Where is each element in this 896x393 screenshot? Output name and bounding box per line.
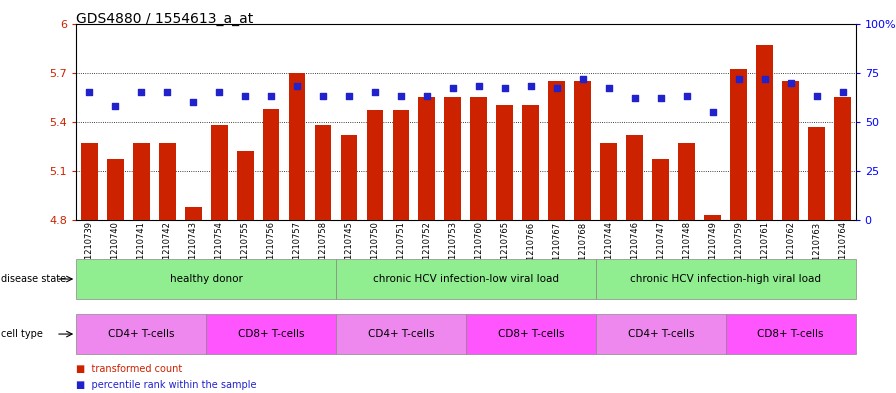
Point — [628, 95, 642, 101]
Bar — [600, 143, 617, 220]
Bar — [263, 109, 280, 220]
Point — [784, 79, 798, 86]
Bar — [159, 143, 176, 220]
Bar — [704, 215, 721, 220]
Point — [472, 83, 487, 90]
Point — [342, 93, 357, 99]
Point — [654, 95, 668, 101]
Bar — [133, 143, 150, 220]
Point — [550, 85, 564, 92]
Bar — [756, 45, 773, 220]
Point — [758, 75, 772, 82]
Text: healthy donor: healthy donor — [169, 274, 243, 284]
Bar — [678, 143, 695, 220]
Bar — [340, 135, 358, 220]
Bar — [808, 127, 825, 220]
Text: ■  percentile rank within the sample: ■ percentile rank within the sample — [76, 380, 256, 390]
Bar — [107, 160, 124, 220]
Point — [602, 85, 616, 92]
Point — [446, 85, 461, 92]
Point — [836, 89, 850, 95]
Point — [420, 93, 435, 99]
Point — [732, 75, 746, 82]
Bar — [81, 143, 98, 220]
Point — [264, 93, 279, 99]
Bar — [185, 207, 202, 220]
Text: ■  transformed count: ■ transformed count — [76, 364, 183, 375]
Point — [394, 93, 409, 99]
Bar — [211, 125, 228, 220]
Point — [706, 109, 720, 115]
Text: CD4+ T-cells: CD4+ T-cells — [367, 329, 435, 339]
Point — [134, 89, 149, 95]
Bar — [730, 70, 747, 220]
Text: CD8+ T-cells: CD8+ T-cells — [497, 329, 564, 339]
Text: cell type: cell type — [1, 329, 43, 339]
Point — [316, 93, 331, 99]
Point — [368, 89, 383, 95]
Bar — [314, 125, 332, 220]
Bar — [782, 81, 799, 220]
Text: CD8+ T-cells: CD8+ T-cells — [237, 329, 305, 339]
Text: chronic HCV infection-high viral load: chronic HCV infection-high viral load — [630, 274, 822, 284]
Point — [680, 93, 694, 99]
Point — [290, 83, 305, 90]
Bar — [470, 97, 487, 220]
Point — [212, 89, 227, 95]
Text: disease state: disease state — [1, 274, 66, 284]
Bar — [366, 110, 383, 220]
Bar — [237, 151, 254, 220]
Bar — [574, 81, 591, 220]
Point — [186, 99, 201, 105]
Point — [524, 83, 538, 90]
Point — [160, 89, 175, 95]
Bar — [652, 160, 669, 220]
Bar — [522, 105, 539, 220]
Bar — [444, 97, 461, 220]
Text: chronic HCV infection-low viral load: chronic HCV infection-low viral load — [373, 274, 559, 284]
Bar — [496, 105, 513, 220]
Point — [576, 75, 590, 82]
Text: CD4+ T-cells: CD4+ T-cells — [108, 329, 175, 339]
Text: GDS4880 / 1554613_a_at: GDS4880 / 1554613_a_at — [76, 12, 254, 26]
Bar — [626, 135, 643, 220]
Text: CD4+ T-cells: CD4+ T-cells — [627, 329, 694, 339]
Point — [810, 93, 824, 99]
Bar — [418, 97, 435, 220]
Point — [108, 103, 123, 109]
Bar — [834, 97, 851, 220]
Point — [82, 89, 97, 95]
Point — [498, 85, 513, 92]
Bar — [548, 81, 565, 220]
Bar — [289, 73, 306, 220]
Bar — [392, 110, 409, 220]
Point — [238, 93, 253, 99]
Text: CD8+ T-cells: CD8+ T-cells — [757, 329, 824, 339]
